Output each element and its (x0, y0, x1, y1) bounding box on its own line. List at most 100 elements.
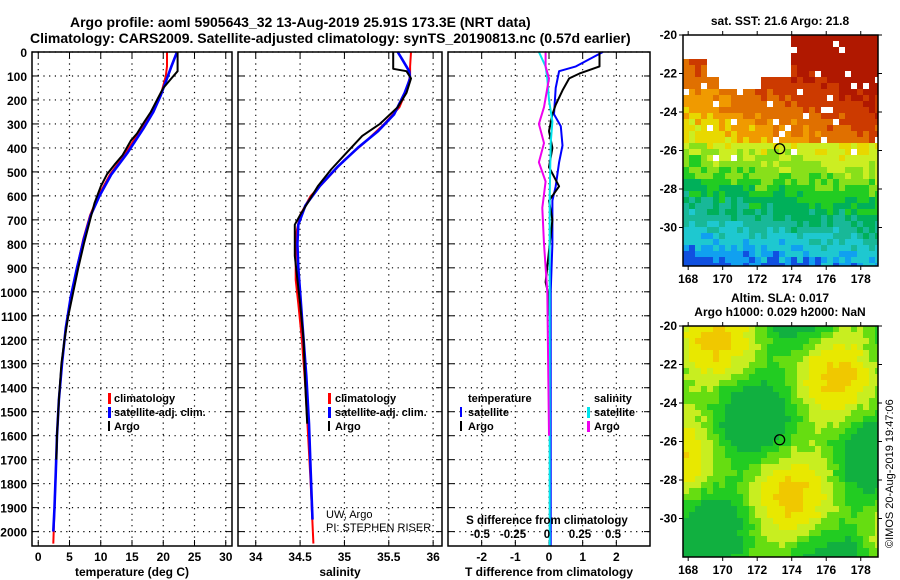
legend-label-argo: Argo (335, 421, 361, 433)
x-tick-label: 176 (816, 272, 836, 286)
series-line-climatology (294, 52, 412, 544)
y-tick-label: -24 (660, 396, 678, 410)
secondary-tick-label: -0.25 (500, 529, 527, 541)
heatmap-cells (683, 326, 878, 557)
x-tick-label: 170 (713, 272, 733, 286)
legend-swatch-argo (108, 421, 110, 431)
y-tick-label: 800 (7, 238, 27, 252)
x-tick-label: 5 (66, 550, 73, 564)
secondary-tick-label: 0.25 (569, 529, 592, 541)
map-title: sat. SST: 21.6 Argo: 21.8 (711, 14, 850, 28)
y-tick-label: 1800 (0, 478, 27, 492)
x-tick-label: 34 (249, 550, 263, 564)
legend-label-s-argo: Argo (594, 421, 620, 433)
x-tick-label: 1 (579, 550, 586, 564)
x-axis-label: salinity (319, 565, 361, 579)
secondary-tick-label: 0 (544, 529, 550, 541)
y-tick-label: 1300 (0, 358, 27, 372)
y-tick-label: -26 (660, 435, 678, 449)
series-line-argo (55, 52, 179, 460)
y-tick-label: 0 (20, 46, 27, 60)
y-tick-label: -28 (660, 473, 678, 487)
map-title-line-2: Argo h1000: 0.029 h2000: NaN (694, 305, 865, 319)
x-tick-label: 178 (851, 272, 871, 286)
y-tick-label: -26 (660, 144, 678, 158)
legend-label-s-satellite: satellite (594, 407, 635, 419)
legend-swatch-t-argo (460, 421, 462, 431)
x-tick-label: 35.5 (377, 550, 401, 564)
salinity-panel: 34 34.5 35 35.5 36 salinity (237, 51, 443, 579)
y-tick-label: 1400 (0, 382, 27, 396)
y-tick-label: 600 (7, 190, 27, 204)
y-tick-label: -20 (660, 319, 678, 333)
x-tick-label: 170 (713, 563, 733, 577)
legend-label-satellite: satellite-adj. clim. (114, 407, 206, 419)
legend-label-satellite: satellite-adj. clim. (335, 407, 427, 419)
series-line-argo (293, 52, 412, 424)
x-tick-label: 174 (782, 563, 802, 577)
x-tick-label: 2 (613, 550, 620, 564)
credit-line-1: UW, Argo (326, 509, 372, 521)
argo-location-marker (773, 434, 786, 446)
x-tick-label: 168 (678, 563, 698, 577)
legend-swatch-climatology (108, 393, 111, 404)
y-tick-label: -20 (660, 28, 678, 42)
legend-swatch-s-argo (587, 421, 590, 432)
plot-frame (237, 51, 443, 547)
legend-swatch-argo (328, 421, 330, 431)
x-tick-label: 35 (338, 550, 352, 564)
title-line-1: Argo profile: aoml 5905643_32 13-Aug-201… (70, 14, 531, 30)
credit-line-2: PI: STEPHEN RISER (326, 522, 431, 534)
y-tick-label: 1200 (0, 334, 27, 348)
sla-map-panel: 168 170 172 174 176 178 -20 -22 -24 -26 -28 -30 Alti… (660, 291, 882, 577)
x-tick-label: 178 (851, 563, 871, 577)
legend-swatch-satellite (108, 407, 111, 418)
series-line-salinity-argo (537, 52, 550, 436)
x-tick-label: 20 (157, 550, 171, 564)
title-line-2: Climatology: CARS2009. Satellite-adjuste… (30, 30, 631, 46)
y-tick-label: -22 (660, 358, 678, 372)
x-tick-label: -1 (510, 550, 521, 564)
secondary-axis-label: S difference from climatology (466, 515, 628, 527)
temperature-legend: climatology satellite-adj. clim. Argo (108, 393, 206, 433)
y-tick-label: 1700 (0, 454, 27, 468)
secondary-tick-label: -0.5 (470, 529, 490, 541)
legend-heading-salinity: salinity (594, 393, 633, 405)
legend-label-t-argo: Argo (468, 421, 494, 433)
y-tick-label: -24 (660, 105, 678, 119)
x-tick-label: 172 (747, 272, 767, 286)
plot-frame (447, 51, 651, 547)
y-tick-label: 1000 (0, 286, 27, 300)
y-tick-label: 2000 (0, 526, 27, 540)
x-tick-label: 0 (35, 550, 42, 564)
difference-panel: -2 -1 0 1 2T difference from climatology S di… (447, 51, 651, 579)
y-tick-label: 400 (7, 142, 27, 156)
salinity-legend: climatology satellite-adj. clim. Argo UW… (326, 393, 431, 534)
legend-swatch-s-satellite (587, 407, 590, 418)
y-tick-label: -22 (660, 67, 678, 81)
x-tick-label: 176 (816, 563, 836, 577)
heatmap-cells (683, 35, 878, 266)
copyright-label: ©IMOS 20-Aug-2019 19:47:06 (884, 399, 896, 548)
x-axis-label: temperature (deg C) (75, 565, 189, 579)
x-tick-label: 168 (678, 272, 698, 286)
x-tick-label: 10 (94, 550, 108, 564)
x-axis-label: T difference from climatology (465, 565, 633, 579)
x-tick-label: 30 (219, 550, 233, 564)
y-tick-label: 1500 (0, 406, 27, 420)
y-tick-label: 1600 (0, 430, 27, 444)
legend-swatch-climatology (328, 393, 331, 404)
y-tick-label: 1100 (1, 310, 27, 324)
series-line-satellite-adj-clim- (296, 52, 412, 520)
legend-swatch-satellite (328, 407, 331, 418)
y-tick-label: 900 (7, 262, 27, 276)
x-tick-label: -2 (476, 550, 487, 564)
legend-label-argo: Argo (114, 421, 140, 433)
y-tick-label: -28 (660, 182, 678, 196)
secondary-tick-label: 0.5 (605, 529, 622, 541)
series-line-temperature-argo (544, 52, 601, 316)
x-tick-label: 0 (546, 550, 553, 564)
x-tick-label: 174 (782, 272, 802, 286)
legend-label-climatology: climatology (335, 393, 397, 405)
